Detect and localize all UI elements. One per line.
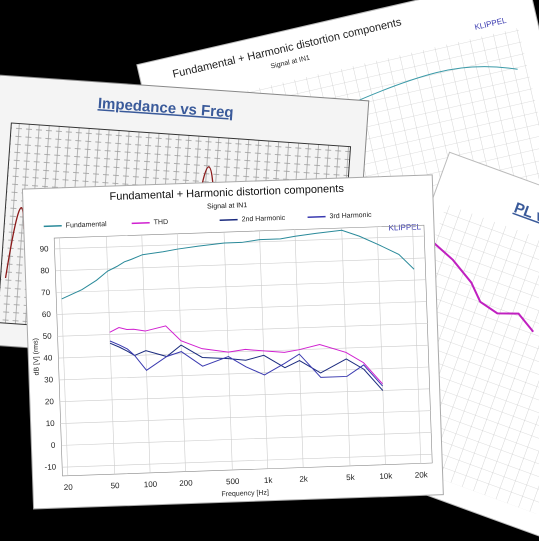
grid-line — [59, 237, 69, 476]
y-tick-label: 80 — [40, 266, 50, 275]
grid-line — [223, 232, 233, 471]
grid-line — [56, 279, 426, 293]
y-axis-label: dB [V] (rms) — [32, 338, 40, 376]
legend-swatch — [307, 215, 326, 218]
grid-line — [57, 323, 428, 337]
grid-line — [61, 432, 432, 446]
grid-line — [141, 235, 151, 473]
y-tick-label: -10 — [44, 463, 56, 472]
grid-line — [412, 225, 422, 464]
grid-line — [55, 257, 426, 272]
x-tick-label: 5k — [346, 473, 356, 482]
grid-line — [62, 453, 432, 468]
y-tick-label: 40 — [43, 353, 53, 362]
x-tick-label: 100 — [144, 480, 158, 489]
chart-subtitle: Signal at IN1 — [207, 202, 247, 210]
grid-line — [341, 228, 351, 466]
x-tick-label: 1k — [264, 476, 274, 485]
x-tick-label: 500 — [226, 477, 240, 486]
legend-swatch — [43, 225, 62, 228]
grid-line — [376, 226, 386, 465]
grid-line — [60, 410, 431, 424]
grid-line — [176, 233, 186, 472]
y-tick-label: 20 — [45, 397, 55, 406]
legend-label: Fundamental — [66, 221, 108, 229]
legend-swatch — [219, 218, 238, 222]
main-card: Fundamental + Harmonic distortion compon… — [21, 174, 444, 510]
y-tick-label: 0 — [51, 441, 56, 450]
legend-label: 3rd Harmonic — [329, 212, 372, 220]
x-tick-label: 2k — [299, 474, 309, 483]
grid-line — [58, 344, 429, 359]
x-tick-label: 50 — [110, 481, 120, 490]
x-tick-label: 20k — [415, 470, 429, 479]
x-tick-label: 200 — [179, 478, 193, 487]
plot-area — [53, 224, 433, 477]
legend-label: 2nd Harmonic — [242, 215, 286, 224]
grid-line — [56, 301, 427, 315]
grid-line — [294, 229, 304, 468]
y-tick-label: 10 — [46, 419, 56, 428]
y-tick-label: 60 — [42, 310, 52, 319]
y-tick-label: 90 — [39, 244, 49, 253]
series-line — [109, 325, 383, 385]
x-tick-label: 10k — [379, 471, 393, 480]
series-line — [61, 229, 415, 300]
grid-line — [259, 230, 269, 469]
y-tick-label: 50 — [43, 332, 53, 341]
series-line — [109, 340, 383, 387]
y-tick-label: 70 — [41, 288, 51, 297]
series-line — [109, 342, 384, 391]
legend-label: THD — [154, 219, 169, 226]
grid-line — [106, 236, 115, 475]
y-tick-label: 30 — [44, 375, 54, 384]
legend-swatch — [131, 221, 150, 225]
annotation: KLIPPEL — [388, 222, 421, 232]
x-tick-label: 20 — [64, 483, 74, 492]
grid-line — [59, 388, 430, 403]
x-axis-label: Frequency [Hz] — [221, 490, 269, 499]
